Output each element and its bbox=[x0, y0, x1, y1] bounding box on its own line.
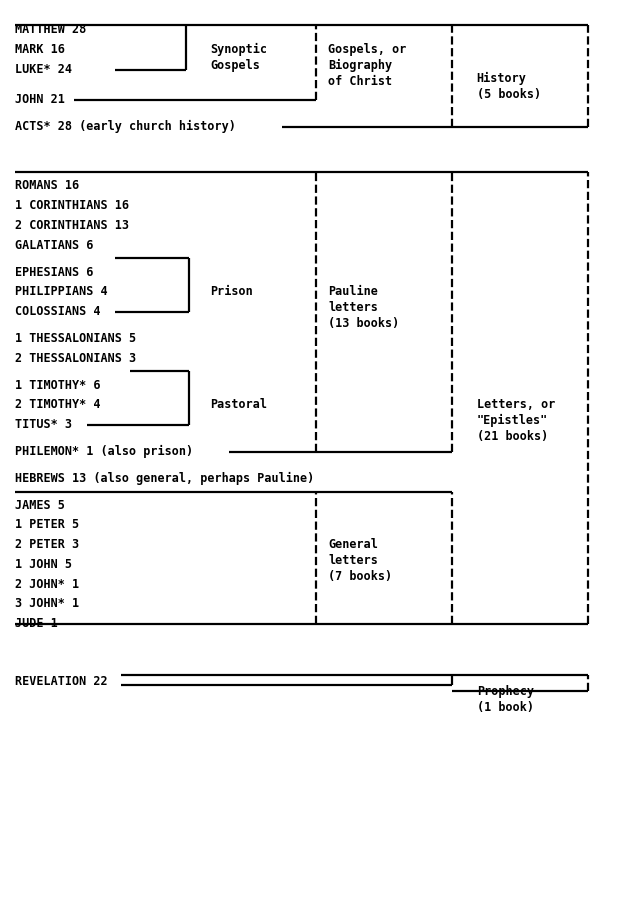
Text: 3 JOHN* 1: 3 JOHN* 1 bbox=[15, 597, 80, 610]
Text: 2 JOHN* 1: 2 JOHN* 1 bbox=[15, 578, 80, 590]
Text: Prison: Prison bbox=[210, 285, 253, 298]
Text: 2 THESSALONIANS 3: 2 THESSALONIANS 3 bbox=[15, 352, 137, 364]
Text: 1 TIMOTHY* 6: 1 TIMOTHY* 6 bbox=[15, 379, 101, 391]
Text: 2 PETER 3: 2 PETER 3 bbox=[15, 538, 80, 551]
Text: JOHN 21: JOHN 21 bbox=[15, 93, 66, 106]
Text: TITUS* 3: TITUS* 3 bbox=[15, 418, 72, 431]
Text: MARK 16: MARK 16 bbox=[15, 43, 66, 56]
Text: 1 PETER 5: 1 PETER 5 bbox=[15, 518, 80, 531]
Text: ROMANS 16: ROMANS 16 bbox=[15, 179, 80, 192]
Text: EPHESIANS 6: EPHESIANS 6 bbox=[15, 266, 94, 278]
Text: Synoptic
Gospels: Synoptic Gospels bbox=[210, 43, 267, 72]
Text: PHILIPPIANS 4: PHILIPPIANS 4 bbox=[15, 285, 108, 298]
Text: Pauline
letters
(13 books): Pauline letters (13 books) bbox=[328, 285, 399, 330]
Text: PHILEMON* 1 (also prison): PHILEMON* 1 (also prison) bbox=[15, 445, 194, 458]
Text: History
(5 books): History (5 books) bbox=[477, 72, 541, 100]
Text: COLOSSIANS 4: COLOSSIANS 4 bbox=[15, 305, 101, 318]
Text: 1 CORINTHIANS 16: 1 CORINTHIANS 16 bbox=[15, 199, 129, 212]
Text: REVELATION 22: REVELATION 22 bbox=[15, 675, 108, 687]
Text: LUKE* 24: LUKE* 24 bbox=[15, 63, 72, 75]
Text: JUDE 1: JUDE 1 bbox=[15, 617, 58, 630]
Text: JAMES 5: JAMES 5 bbox=[15, 499, 66, 511]
Text: Pastoral: Pastoral bbox=[210, 398, 267, 411]
Text: GALATIANS 6: GALATIANS 6 bbox=[15, 239, 94, 251]
Text: ACTS* 28 (early church history): ACTS* 28 (early church history) bbox=[15, 120, 236, 134]
Text: Gospels, or
Biography
of Christ: Gospels, or Biography of Christ bbox=[328, 43, 407, 88]
Text: 1 THESSALONIANS 5: 1 THESSALONIANS 5 bbox=[15, 332, 137, 344]
Text: Letters, or
"Epistles"
(21 books): Letters, or "Epistles" (21 books) bbox=[477, 398, 555, 443]
Text: 1 JOHN 5: 1 JOHN 5 bbox=[15, 558, 72, 570]
Text: HEBREWS 13 (also general, perhaps Pauline): HEBREWS 13 (also general, perhaps Paulin… bbox=[15, 472, 314, 485]
Text: 2 TIMOTHY* 4: 2 TIMOTHY* 4 bbox=[15, 398, 101, 411]
Text: 2 CORINTHIANS 13: 2 CORINTHIANS 13 bbox=[15, 219, 129, 231]
Text: General
letters
(7 books): General letters (7 books) bbox=[328, 538, 392, 583]
Text: MATTHEW 28: MATTHEW 28 bbox=[15, 23, 87, 36]
Text: Prophecy
(1 book): Prophecy (1 book) bbox=[477, 685, 534, 714]
